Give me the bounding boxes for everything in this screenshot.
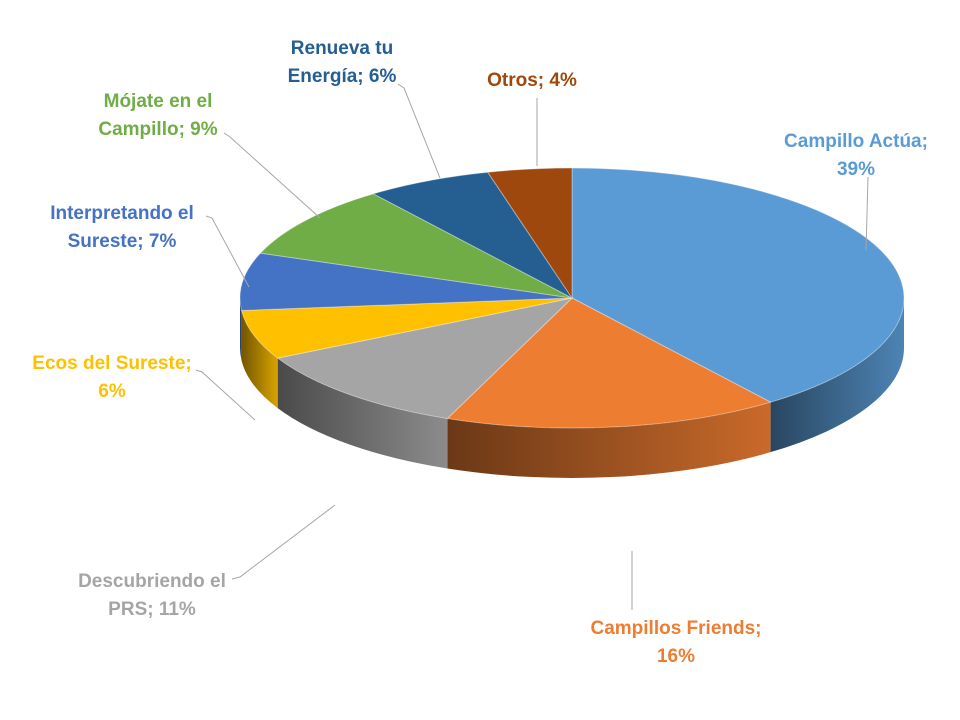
pie-side-interpretando-el-sureste [240, 298, 242, 361]
data-label-line1: Campillo Actúa; [784, 131, 928, 152]
data-label-line2: 16% [657, 646, 695, 667]
leader-lines [195, 83, 869, 610]
pie-slice-renueva-tu-energia [372, 171, 573, 299]
pie-slice-mojate-en-el-campillo [259, 193, 573, 299]
data-label-line1: Ecos del Sureste; [32, 353, 191, 374]
pie-slice-interpretando-el-sureste [239, 252, 573, 311]
pie-sides [240, 298, 904, 478]
data-label-otros: Otros; 4% [487, 70, 577, 91]
leader-line-interpretando-el-sureste [205, 215, 250, 288]
pie-tops [239, 167, 905, 429]
data-label-line1: Descubriendo el [78, 571, 226, 592]
data-labels: Campillo Actúa; 39% Campillos Friends; 16% D… [32, 38, 928, 667]
data-label-line2: PRS; 11% [108, 599, 196, 620]
data-label-line2: Campillo; 9% [98, 119, 217, 140]
data-label-campillo-actua: Campillo Actúa; 39% [784, 131, 928, 180]
data-label-line1: Otros; 4% [487, 70, 577, 91]
pie-side-descubriendo-el-prs [277, 358, 448, 469]
pie-slice-campillo-actua [571, 167, 905, 403]
data-label-campillos-friends: Campillos Friends; 16% [590, 618, 761, 667]
data-label-renueva-tu-energia: Renueva tu Energía; 6% [288, 38, 397, 87]
pie-slice-otros [486, 167, 573, 300]
data-label-interpretando-el-sureste: Interpretando el Sureste; 7% [50, 203, 194, 252]
leader-line-mojate-en-el-campillo [223, 132, 321, 219]
data-label-line1: Campillos Friends; [590, 618, 761, 639]
pie-slice-campillos-friends [446, 297, 772, 429]
leader-line-ecos-del-sureste [195, 369, 256, 421]
leader-line-campillo-actua [865, 176, 869, 251]
pie-side-ecos-del-sureste [241, 310, 278, 409]
data-label-line2: Sureste; 7% [68, 231, 177, 252]
pie-side-campillos-friends [447, 402, 771, 478]
data-label-mojate-en-el-campillo: Mójate en el Campillo; 9% [98, 91, 217, 140]
data-label-line1: Mójate en el [104, 91, 213, 112]
data-label-line1: Interpretando el [50, 203, 194, 224]
data-label-descubriendo-el-prs: Descubriendo el PRS; 11% [78, 571, 226, 620]
pie-slice-ecos-del-sureste [240, 297, 573, 359]
leader-line-descubriendo-el-prs [231, 504, 336, 580]
pie-slice-descubriendo-el-prs [276, 297, 574, 420]
data-label-line2: Energía; 6% [288, 66, 397, 87]
leader-line-renueva-tu-energia [397, 83, 441, 179]
pie-side-campillo-actua [770, 298, 904, 453]
data-label-line1: Renueva tu [291, 38, 393, 59]
data-label-line2: 39% [837, 159, 875, 180]
data-label-ecos-del-sureste: Ecos del Sureste; 6% [32, 353, 191, 402]
data-label-line2: 6% [98, 381, 126, 402]
